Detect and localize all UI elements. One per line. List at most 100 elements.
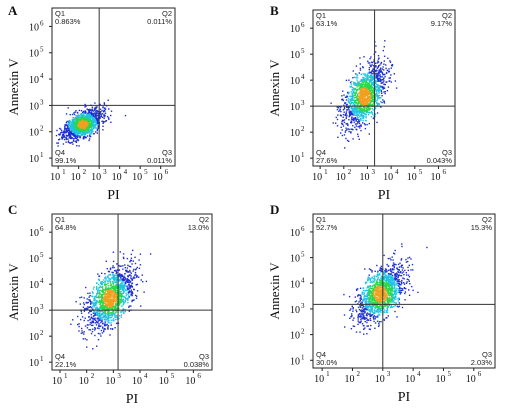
event-point xyxy=(372,84,375,86)
quadrant-name-q3: Q3 xyxy=(162,148,172,157)
event-point xyxy=(359,57,361,59)
event-point xyxy=(77,117,79,119)
event-point xyxy=(124,276,126,279)
event-point xyxy=(91,321,93,323)
event-point xyxy=(113,278,115,280)
event-point xyxy=(110,300,112,302)
event-point xyxy=(117,300,120,302)
event-point xyxy=(97,122,99,124)
event-point xyxy=(83,122,85,124)
event-point xyxy=(342,113,345,116)
event-point xyxy=(101,317,104,319)
event-point xyxy=(58,127,61,130)
event-point xyxy=(109,307,111,310)
event-point xyxy=(104,323,106,326)
event-point xyxy=(107,303,110,306)
event-point xyxy=(109,294,111,296)
event-point xyxy=(96,115,98,117)
y-axis-label: Annexin V xyxy=(6,263,21,321)
event-point xyxy=(386,263,388,266)
event-point xyxy=(88,124,90,126)
event-point xyxy=(98,311,100,313)
event-point xyxy=(98,275,100,277)
event-point xyxy=(376,76,378,79)
event-point xyxy=(106,295,108,297)
x-tick-exponent: 1 xyxy=(64,372,68,380)
event-point xyxy=(351,80,353,83)
event-point xyxy=(347,100,350,102)
event-point xyxy=(110,283,112,285)
event-point xyxy=(112,290,114,292)
event-point xyxy=(110,297,112,299)
event-point xyxy=(129,271,131,273)
event-point xyxy=(91,109,94,112)
event-point xyxy=(73,126,76,128)
event-point xyxy=(103,305,105,307)
event-point xyxy=(366,325,368,327)
event-point xyxy=(95,113,97,115)
event-point xyxy=(372,72,374,74)
event-point xyxy=(124,300,126,302)
event-point xyxy=(107,287,110,289)
event-point xyxy=(353,92,356,94)
y-tick-exponent: 1 xyxy=(40,355,44,363)
event-point xyxy=(139,264,142,266)
event-point xyxy=(69,134,72,136)
event-point xyxy=(110,324,112,326)
event-point xyxy=(125,289,127,291)
event-point xyxy=(378,312,380,314)
event-point xyxy=(377,72,379,75)
event-point xyxy=(375,87,377,89)
event-point xyxy=(68,123,70,125)
event-point xyxy=(65,124,68,127)
event-point xyxy=(93,304,95,307)
event-point xyxy=(88,329,90,331)
event-point xyxy=(371,99,373,101)
event-point xyxy=(374,100,377,103)
event-point xyxy=(72,119,74,121)
event-point xyxy=(380,297,382,300)
event-point xyxy=(118,298,120,300)
event-point xyxy=(362,305,364,307)
event-point xyxy=(105,289,108,291)
event-point xyxy=(73,120,75,123)
event-point xyxy=(113,290,115,293)
event-point xyxy=(138,259,140,261)
quadrant-name-q4: Q4 xyxy=(316,148,326,157)
event-point xyxy=(369,287,371,289)
event-point xyxy=(381,268,383,271)
event-point xyxy=(112,280,114,283)
event-point xyxy=(366,313,368,315)
event-point xyxy=(118,291,121,293)
event-point xyxy=(356,112,358,115)
event-point xyxy=(87,306,89,308)
event-point xyxy=(104,121,106,123)
event-point xyxy=(369,285,371,287)
event-point xyxy=(126,257,129,260)
event-point xyxy=(362,102,365,104)
event-point xyxy=(84,110,86,112)
event-point xyxy=(94,302,96,305)
event-point xyxy=(83,131,85,134)
event-point xyxy=(382,278,385,280)
event-point xyxy=(66,120,68,123)
event-point xyxy=(129,285,131,288)
event-point xyxy=(366,84,368,87)
event-point xyxy=(67,132,70,134)
event-point xyxy=(111,294,113,296)
y-tick-label: 10 xyxy=(29,154,39,165)
event-point xyxy=(81,330,83,332)
event-point xyxy=(127,264,129,267)
event-point xyxy=(81,129,84,131)
event-point xyxy=(94,297,96,299)
event-point xyxy=(83,129,86,131)
event-point xyxy=(56,129,58,132)
plot-frame xyxy=(51,213,213,371)
event-point xyxy=(71,123,73,125)
event-point xyxy=(107,321,110,324)
event-point xyxy=(353,97,356,99)
event-point xyxy=(102,316,105,319)
event-point xyxy=(143,291,145,293)
event-point xyxy=(383,305,385,308)
event-point xyxy=(114,299,116,301)
